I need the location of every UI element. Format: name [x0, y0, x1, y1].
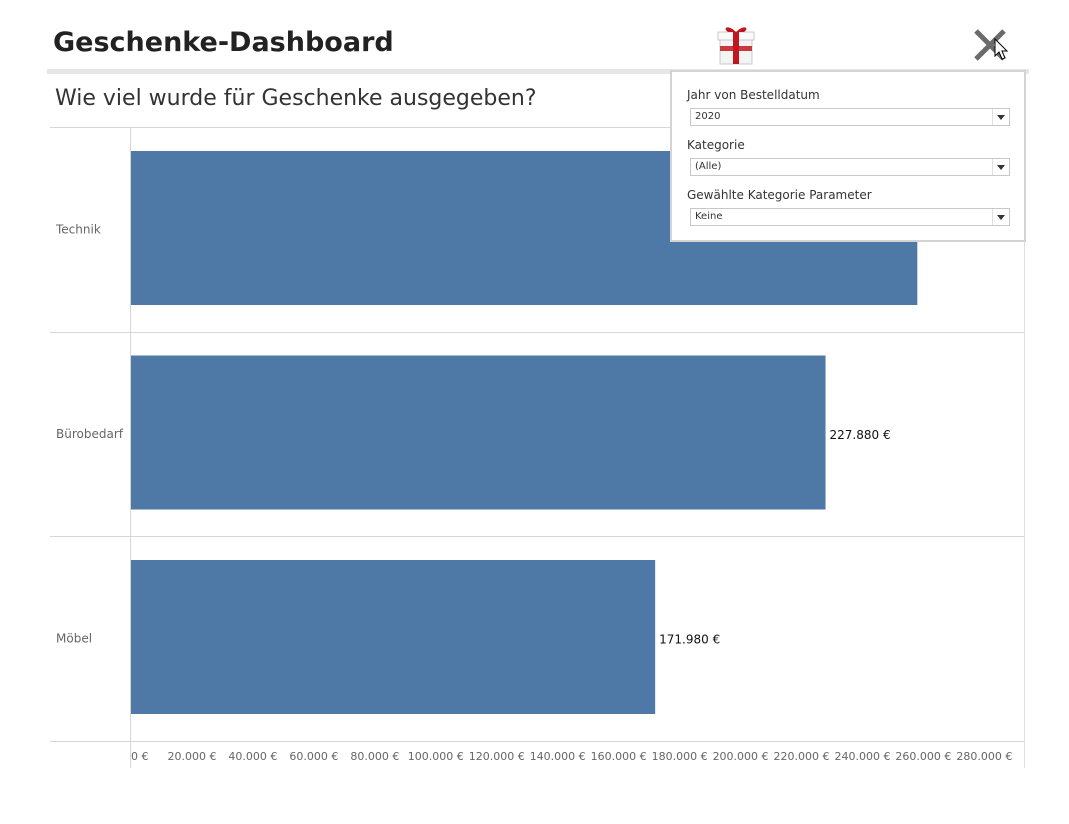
- x-tick-label: 20.000 €: [167, 750, 216, 763]
- year-filter-label: Jahr von Bestelldatum: [687, 88, 820, 102]
- x-tick-label: 260.000 €: [895, 750, 951, 763]
- x-tick-label: 60.000 €: [289, 750, 338, 763]
- cursor-icon: [994, 38, 1009, 60]
- chart-tick-labels: 0 € 20.000 € 40.000 € 60.000 € 80.000 € 100.0…: [131, 750, 1012, 763]
- x-tick-label: 220.000 €: [774, 750, 830, 763]
- bar[interactable]: [131, 560, 656, 714]
- year-filter-value: 2020: [695, 111, 721, 122]
- chart-data-labels: 227.880 € 171.980 €: [659, 428, 890, 647]
- x-tick-label: 40.000 €: [228, 750, 277, 763]
- category-filter-label: Kategorie: [687, 138, 745, 152]
- chevron-down-icon[interactable]: [992, 159, 1009, 175]
- chart-grid: [50, 127, 1025, 768]
- gift-icon[interactable]: [716, 22, 756, 66]
- x-tick-label: 180.000 €: [652, 750, 708, 763]
- chevron-down-icon[interactable]: [992, 209, 1009, 225]
- x-tick-label: 80.000 €: [350, 750, 399, 763]
- x-tick-label: 240.000 €: [834, 750, 890, 763]
- category-label: Technik: [55, 222, 101, 236]
- page-title: Geschenke-Dashboard: [53, 27, 394, 58]
- parameter-filter-value: Keine: [695, 211, 723, 222]
- chart-subtitle: Wie viel wurde für Geschenke ausgegeben?: [55, 86, 537, 111]
- x-tick-label: 160.000 €: [591, 750, 647, 763]
- data-label: 227.880 €: [830, 428, 891, 442]
- filter-panel: Jahr von Bestelldatum 2020 Kategorie (Al…: [670, 70, 1026, 242]
- x-tick-label: 100.000 €: [408, 750, 464, 763]
- x-tick-label: 120.000 €: [469, 750, 525, 763]
- chevron-down-icon[interactable]: [992, 109, 1009, 125]
- bar[interactable]: [131, 355, 826, 510]
- x-tick-label: 280.000 €: [956, 750, 1012, 763]
- category-filter-select[interactable]: (Alle): [690, 158, 1010, 176]
- parameter-filter-label: Gewählte Kategorie Parameter: [687, 188, 872, 202]
- category-label: Möbel: [56, 631, 92, 645]
- category-filter-value: (Alle): [695, 161, 722, 172]
- x-tick-label: 140.000 €: [530, 750, 586, 763]
- category-label: Bürobedarf: [56, 427, 124, 441]
- x-tick-label: 0 €: [131, 750, 149, 763]
- close-icon[interactable]: [972, 27, 1008, 63]
- x-tick-label: 200.000 €: [713, 750, 769, 763]
- title-divider: [47, 69, 1029, 74]
- year-filter-select[interactable]: 2020: [690, 108, 1010, 126]
- data-label: 171.980 €: [659, 632, 720, 646]
- chart-bars: [131, 151, 918, 714]
- parameter-filter-select[interactable]: Keine: [690, 208, 1010, 226]
- chart-category-labels: Technik Bürobedarf Möbel: [55, 222, 124, 645]
